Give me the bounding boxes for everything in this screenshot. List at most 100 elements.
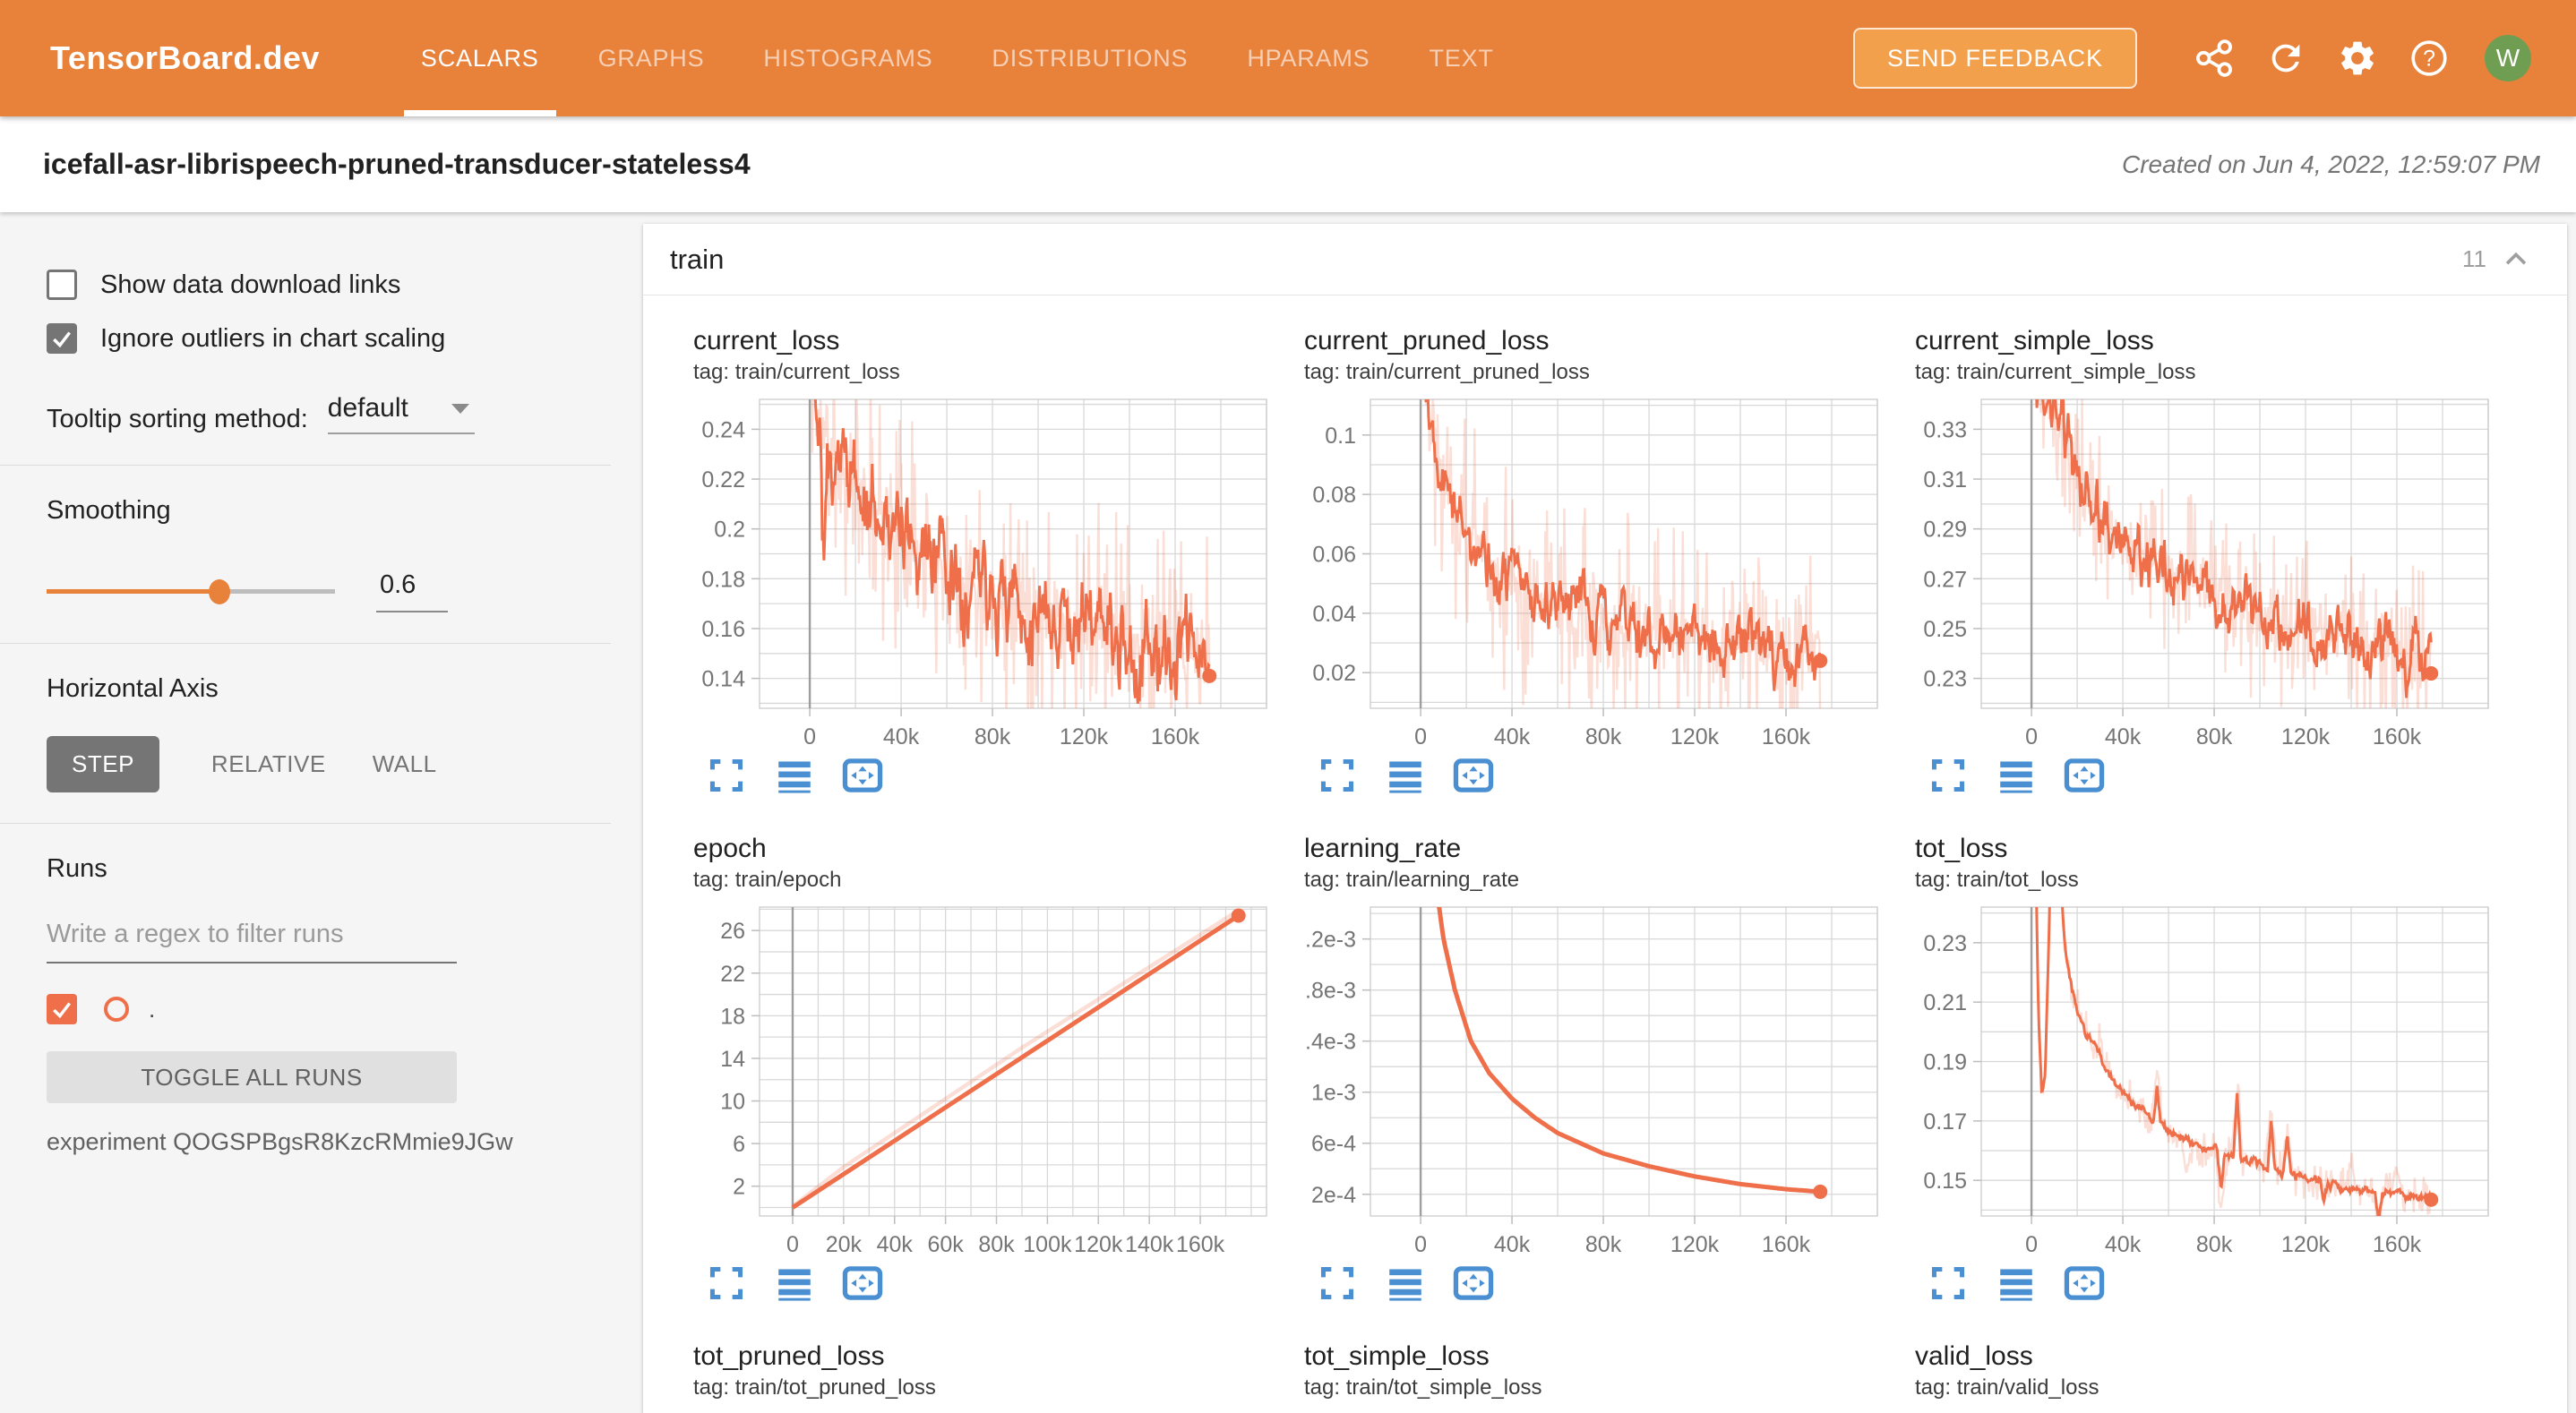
svg-text:0.1: 0.1 (1325, 424, 1356, 449)
chart-card: tot_simple_loss tag: train/tot_simple_lo… (1304, 1341, 1883, 1406)
expand-chart-icon[interactable] (1928, 1263, 1969, 1304)
svg-text:140k: 140k (1125, 1232, 1174, 1256)
divider (0, 465, 611, 466)
svg-text:0.2: 0.2 (714, 518, 745, 543)
expand-chart-icon[interactable] (706, 1263, 747, 1304)
toggle-y-axis-icon[interactable] (1385, 755, 1426, 796)
chart-tag: tag: train/tot_simple_loss (1304, 1375, 1542, 1400)
tooltip-sorting-select[interactable]: default (327, 393, 475, 434)
smoothing-value[interactable]: 0.6 (376, 570, 448, 612)
run-list-item[interactable]: . (47, 994, 589, 1024)
chart-plot[interactable]: 0 40k 80k 120k 160k 0.15 0.17 0.19 0.21 0.23 (1915, 898, 2494, 1261)
chart-card: valid_loss tag: train/valid_loss (1915, 1341, 2494, 1406)
chart-card: current_pruned_loss tag: train/current_p… (1304, 326, 1883, 796)
train-section-header[interactable]: train 11 (643, 224, 2567, 295)
navbar: TensorBoard.dev SCALARS GRAPHS HISTOGRAM… (0, 0, 2576, 116)
send-feedback-button[interactable]: SEND FEEDBACK (1852, 28, 2137, 89)
fit-domain-icon[interactable] (842, 755, 883, 796)
tab-histograms[interactable]: HISTOGRAMS (763, 44, 933, 72)
chart-plot[interactable]: 0 40k 80k 120k 160k 0.02 0.04 0.06 0.08 0.1 (1304, 390, 1883, 753)
slider-handle[interactable] (209, 578, 231, 604)
share-icon[interactable] (2194, 38, 2235, 79)
chart-actions (1915, 1263, 2494, 1304)
chart-title: tot_pruned_loss (693, 1341, 885, 1371)
ignore-outliers-row[interactable]: Ignore outliers in chart scaling (47, 323, 589, 354)
svg-text:1e-3: 1e-3 (1311, 1081, 1356, 1106)
svg-text:160k: 160k (2373, 1232, 2422, 1256)
expand-chart-icon[interactable] (706, 755, 747, 796)
axis-step-button[interactable]: STEP (47, 736, 159, 792)
fit-domain-icon[interactable] (2064, 755, 2105, 796)
run-checkbox[interactable] (47, 994, 77, 1024)
show-download-links-row[interactable]: Show data download links (47, 270, 589, 300)
axis-relative-button[interactable]: RELATIVE (210, 750, 326, 777)
chevron-up-icon[interactable] (2501, 244, 2531, 275)
page-title: icefall-asr-librispeech-pruned-transduce… (43, 148, 751, 180)
chart-tag: tag: train/current_simple_loss (1915, 360, 2196, 384)
fit-domain-icon[interactable] (842, 1263, 883, 1304)
svg-text:0.17: 0.17 (1923, 1109, 1967, 1135)
chart-plot[interactable]: 0 40k 80k 120k 160k 0.23 0.25 0.27 0.29 0.31 0.33 (1915, 390, 2494, 753)
fit-domain-icon[interactable] (1453, 755, 1494, 796)
svg-text:40k: 40k (883, 724, 920, 749)
toggle-all-runs-button[interactable]: TOGGLE ALL RUNS (47, 1051, 457, 1103)
axis-wall-button[interactable]: WALL (372, 750, 437, 777)
chart-title: current_loss (693, 326, 840, 355)
expand-chart-icon[interactable] (1317, 755, 1358, 796)
svg-text:120k: 120k (2281, 724, 2331, 749)
svg-text:0: 0 (786, 1232, 799, 1256)
chart-plot[interactable]: 0 40k 80k 120k 160k 2e-4 6e-4 1e-3 1.4e-3 1.8e-3 2… (1292, 898, 1883, 1261)
svg-text:0.18: 0.18 (701, 567, 745, 592)
chart-tag: tag: train/current_loss (693, 360, 900, 384)
tab-text[interactable]: TEXT (1429, 44, 1494, 72)
svg-text:?: ? (2423, 47, 2435, 72)
toggle-y-axis-icon[interactable] (1996, 1263, 2037, 1304)
svg-text:160k: 160k (2373, 724, 2422, 749)
svg-text:0.31: 0.31 (1923, 467, 1967, 492)
runs-filter-input[interactable]: Write a regex to filter runs (47, 920, 457, 963)
toggle-y-axis-icon[interactable] (1385, 1263, 1426, 1304)
runs-filter-placeholder: Write a regex to filter runs (47, 920, 344, 948)
chart-count-badge: 11 (2462, 245, 2486, 272)
toggle-y-axis-icon[interactable] (774, 1263, 815, 1304)
help-icon[interactable]: ? (2409, 38, 2450, 79)
tooltip-sorting-value: default (327, 393, 408, 423)
show-download-links-checkbox[interactable] (47, 270, 77, 300)
chart-tag: tag: train/valid_loss (1915, 1375, 2099, 1400)
chart-actions (693, 755, 1272, 796)
svg-text:80k: 80k (978, 1232, 1015, 1256)
svg-text:0: 0 (2025, 1232, 2038, 1256)
tab-distributions[interactable]: DISTRIBUTIONS (992, 44, 1189, 72)
tab-graphs[interactable]: GRAPHS (597, 44, 705, 72)
chart-actions (693, 1263, 1272, 1304)
chart-tag: tag: train/tot_loss (1915, 868, 2079, 892)
fit-domain-icon[interactable] (1453, 1263, 1494, 1304)
avatar[interactable]: W (2485, 35, 2531, 81)
fit-domain-icon[interactable] (2064, 1263, 2105, 1304)
tab-scalars[interactable]: SCALARS (391, 0, 569, 116)
chart-plot[interactable]: 0 20k 40k 60k 80k 100k 120k 140k 160k 2 6 10 14 18 22 2… (693, 898, 1272, 1261)
svg-text:0.16: 0.16 (701, 617, 745, 642)
toggle-y-axis-icon[interactable] (774, 755, 815, 796)
svg-text:120k: 120k (1670, 1232, 1720, 1256)
settings-icon[interactable] (2337, 38, 2378, 79)
refresh-icon[interactable] (2265, 38, 2306, 79)
chart-plot[interactable]: 0 40k 80k 120k 160k 0.14 0.16 0.18 0.2 0.22 0.24 (693, 390, 1272, 753)
tab-hparams[interactable]: HPARAMS (1247, 44, 1370, 72)
toggle-y-axis-icon[interactable] (1996, 755, 2037, 796)
chart-card: tot_loss tag: train/tot_loss 0 40k 80k 120k 1… (1915, 834, 2494, 1304)
chart-title: epoch (693, 834, 767, 863)
svg-text:2e-4: 2e-4 (1311, 1183, 1356, 1208)
svg-text:0.19: 0.19 (1923, 1050, 1967, 1075)
expand-chart-icon[interactable] (1928, 755, 1969, 796)
chart-tag: tag: train/learning_rate (1304, 868, 1520, 892)
tooltip-sorting-label: Tooltip sorting method: (47, 405, 308, 433)
expand-chart-icon[interactable] (1317, 1263, 1358, 1304)
ignore-outliers-checkbox[interactable] (47, 323, 77, 354)
chart-title: current_simple_loss (1915, 326, 2154, 355)
svg-text:40k: 40k (1494, 1232, 1531, 1256)
chart-card: tot_pruned_loss tag: train/tot_pruned_lo… (693, 1341, 1272, 1406)
svg-text:0.08: 0.08 (1312, 483, 1356, 508)
smoothing-slider[interactable] (47, 578, 335, 604)
svg-text:6: 6 (733, 1132, 745, 1157)
